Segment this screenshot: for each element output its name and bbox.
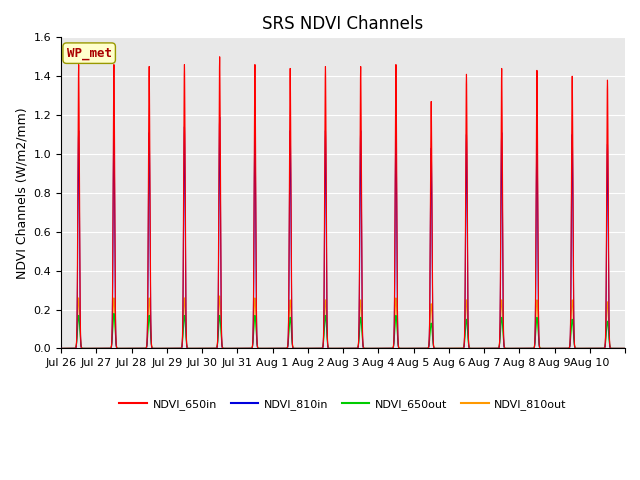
Title: SRS NDVI Channels: SRS NDVI Channels	[262, 15, 424, 33]
Y-axis label: NDVI Channels (W/m2/mm): NDVI Channels (W/m2/mm)	[15, 107, 28, 279]
Legend: NDVI_650in, NDVI_810in, NDVI_650out, NDVI_810out: NDVI_650in, NDVI_810in, NDVI_650out, NDV…	[115, 395, 571, 414]
Text: WP_met: WP_met	[67, 47, 111, 60]
